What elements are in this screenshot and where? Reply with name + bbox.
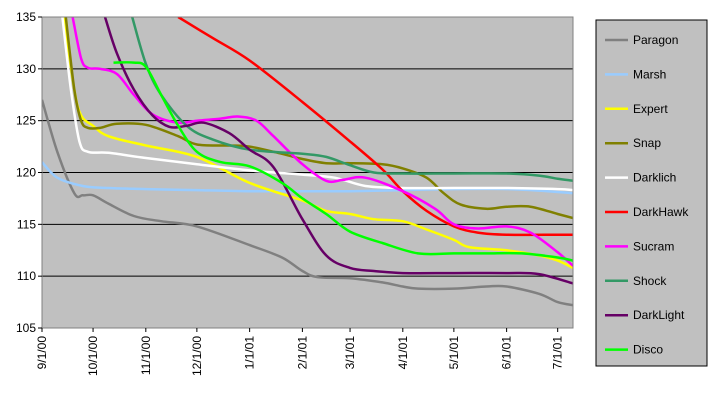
x-tick-label: 7/1/01 [551,336,565,370]
series-line-paragon [42,99,573,307]
y-tick-label: 130 [16,62,36,76]
series-line-darklich [61,17,573,192]
legend-label-darkhawk: DarkHawk [633,205,689,219]
x-tick-label: 9/1/00 [35,336,49,370]
legend-label-expert: Expert [633,102,668,116]
y-tick-label: 110 [17,269,36,283]
series-line-shock [131,17,573,183]
legend: Paragon Marsh Expert Snap Darklich DarkHawk Su… [595,19,708,367]
legend-label-paragon: Paragon [633,33,678,47]
legend-label-darklich: Darklich [633,171,676,185]
x-tick-label: 5/1/01 [447,336,461,370]
series-line-snap [64,17,573,220]
legend-label-sucram: Sucram [633,239,674,253]
x-tick-label: 11/1/00 [139,336,153,375]
legend-label-marsh: Marsh [633,67,666,81]
x-tick-label: 3/1/01 [343,336,357,370]
x-tick-label: 10/1/00 [86,336,100,376]
x-tick-label: 12/1/00 [190,336,204,376]
series-line-disco [113,61,573,262]
series-line-expert [62,17,573,270]
x-tick-label: 2/1/01 [295,336,309,370]
y-tick-label: 105 [16,321,36,335]
y-tick-label: 135 [16,10,36,24]
series-line-sucram [71,17,573,267]
legend-box [595,19,708,367]
series-line-darklight [103,17,573,285]
legend-label-disco: Disco [633,343,663,357]
x-tick-label: 6/1/01 [500,336,514,370]
x-tick-label: 4/1/01 [396,336,410,370]
y-tick-label: 115 [17,217,36,231]
legend-label-darklight: DarkLight [633,308,685,322]
axes: 105 110 115 120 125 130 135 9/1/00 10/1/00 11/1/0… [16,10,574,376]
y-tick-label: 125 [16,114,36,128]
x-tick-label: 1/1/01 [243,336,257,370]
series-lines [42,17,573,307]
y-tick-label: 120 [16,166,36,180]
legend-label-snap: Snap [633,136,661,150]
legend-label-shock: Shock [633,274,667,288]
